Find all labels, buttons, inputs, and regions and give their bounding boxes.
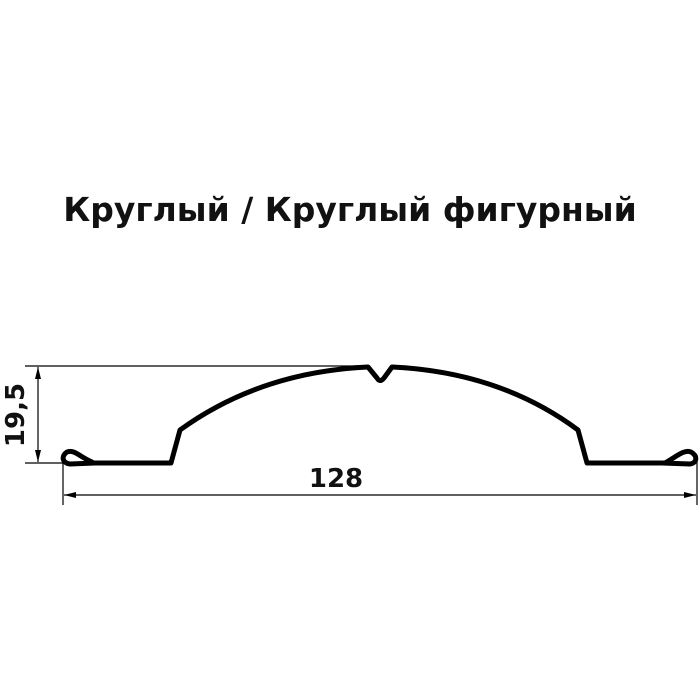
width-label: 128: [309, 464, 363, 494]
diagram-title: Круглый / Круглый фигурный: [63, 190, 637, 229]
height-label: 19,5: [1, 383, 31, 447]
profile-outline: [60, 364, 699, 467]
